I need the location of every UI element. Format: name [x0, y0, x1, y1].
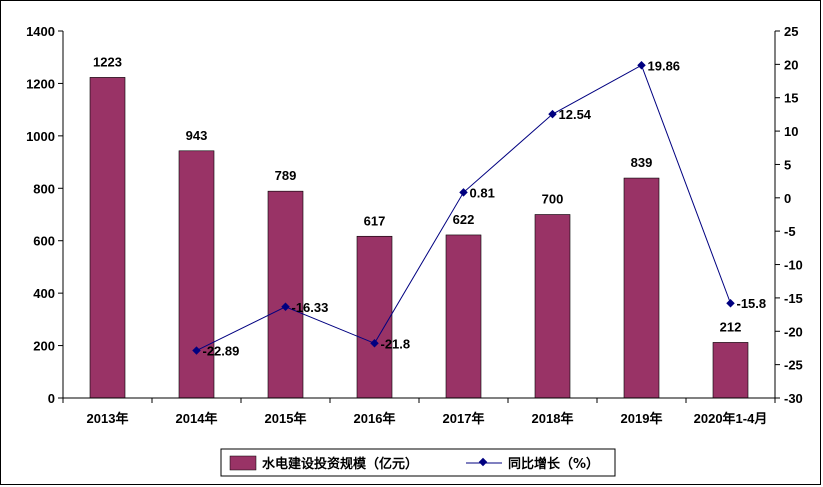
x-tick-label-6: 2019年: [621, 411, 663, 426]
bar-7: [712, 342, 749, 399]
y-right-tick-label: 25: [784, 24, 798, 39]
growth-value-label-2: -16.33: [292, 300, 329, 315]
growth-value-label-6: 19.86: [648, 58, 681, 73]
growth-value-label-4: 0.81: [470, 185, 495, 200]
growth-value-label-5: 12.54: [559, 107, 592, 122]
bar-5: [534, 214, 571, 399]
x-tick-label-4: 2017年: [443, 411, 485, 426]
bar-4: [445, 234, 482, 399]
y-left-tick-label: 600: [33, 234, 55, 249]
y-right-tick-label: -20: [784, 324, 803, 339]
x-tick-label-0: 2013年: [87, 411, 129, 426]
y-left-tick-label: 800: [33, 181, 55, 196]
y-right-tick-label: 10: [784, 124, 798, 139]
legend-bar-swatch: [229, 455, 257, 471]
legend: 水电建设投资规模（亿元） 同比增长（%）: [220, 448, 616, 477]
bar-1: [178, 150, 215, 399]
y-right-tick-label: -25: [784, 358, 803, 373]
y-left-tick-label: 1400: [26, 24, 55, 39]
bar-value-label-1: 943: [186, 128, 208, 143]
y-left-tick-label: 400: [33, 286, 55, 301]
y-left-tick-label: 1200: [26, 76, 55, 91]
bar-3: [356, 235, 393, 399]
legend-box: [220, 448, 616, 477]
y-left-tick-label: 1000: [26, 129, 55, 144]
growth-point-7: [726, 299, 735, 308]
growth-point-4: [459, 188, 468, 197]
bar-value-label-6: 839: [631, 155, 653, 170]
bar-value-label-2: 789: [275, 168, 297, 183]
growth-point-2: [281, 302, 290, 312]
growth-point-1: [192, 346, 201, 355]
bar-0: [89, 77, 126, 399]
y-right-tick-label: 5: [784, 157, 791, 172]
y-right-tick-label: 0: [784, 191, 791, 206]
x-tick-label-1: 2014年: [176, 411, 218, 426]
growth-point-3: [370, 339, 379, 348]
bar-value-label-4: 622: [453, 212, 475, 227]
bar-6: [623, 177, 660, 399]
y-left-tick-label: 0: [48, 391, 55, 406]
x-tick-label-5: 2018年: [532, 411, 574, 426]
legend-bar-label: 水电建设投资规模（亿元）: [262, 456, 418, 472]
growth-point-6: [637, 61, 646, 70]
growth-value-label-3: -21.8: [381, 336, 411, 351]
y-right-tick-label: 15: [784, 91, 798, 106]
bar-value-label-5: 700: [542, 192, 564, 207]
y-right-tick-label: -5: [784, 224, 796, 239]
y-right-tick-label: 20: [784, 57, 798, 72]
legend-line-marker: [478, 457, 488, 467]
bar-2: [267, 190, 304, 399]
y-left-tick-label: 200: [33, 339, 55, 354]
y-right-tick-label: -30: [784, 391, 803, 406]
bar-value-label-0: 1223: [93, 54, 122, 69]
bar-value-label-7: 212: [720, 319, 742, 334]
growth-value-label-1: -22.89: [203, 344, 240, 359]
y-right-tick-label: -15: [784, 291, 803, 306]
legend-line-label: 同比增长（%）: [508, 456, 599, 472]
x-tick-label-2: 2015年: [265, 411, 307, 426]
x-tick-label-3: 2016年: [354, 411, 396, 426]
y-right-tick-label: -10: [784, 258, 803, 273]
bar-value-label-3: 617: [364, 213, 386, 228]
growth-value-label-7: -15.8: [737, 296, 767, 311]
x-tick-label-7: 2020年1-4月: [694, 411, 768, 426]
